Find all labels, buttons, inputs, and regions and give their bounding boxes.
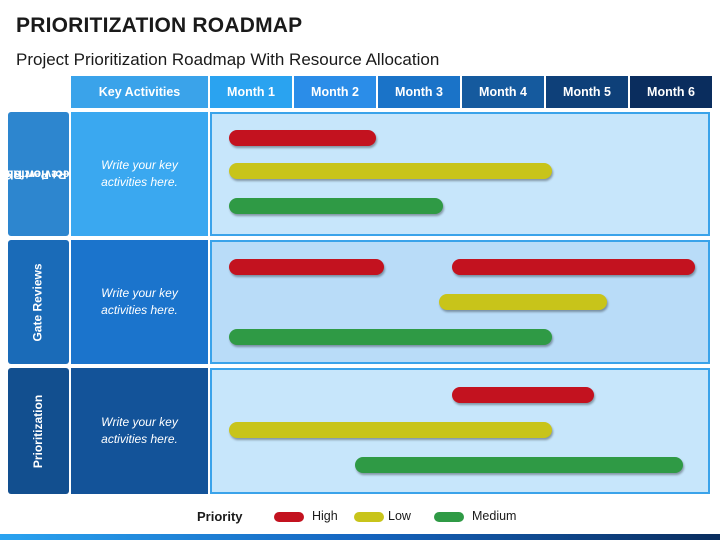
activity-text-line: activities here. [101,175,178,189]
bar-high [229,259,385,275]
month-header-6: Month 6 [630,76,712,108]
month-header-3: Month 3 [378,76,460,108]
legend-title: Priority [197,509,243,524]
timeline-area-3 [210,368,710,494]
bar-low [229,163,553,179]
bar-medium [355,457,683,473]
month-header-5: Month 5 [546,76,628,108]
activity-cell-1: Write your key activities here. [71,112,208,236]
activity-cell-3: Write your key activities here. [71,368,208,494]
key-activities-header-label: Key Activities [98,85,181,99]
month-header-4: Month 4 [462,76,544,108]
bar-low [439,294,607,310]
bar-low [229,422,553,438]
month-header-label: Month 1 [227,85,275,99]
legend-label-medium: Medium [472,509,517,523]
activity-text-line: Write your key [101,286,178,300]
bar-medium [229,329,553,345]
row-label-text: Gate Reviews [31,262,46,342]
bar-medium [229,198,444,214]
page-subtitle: Project Prioritization Roadmap With Reso… [16,50,440,69]
timeline-area-1 [210,112,710,236]
legend: Priority High Low Medium [0,507,720,527]
legend-swatch-medium [434,512,464,522]
bar-high [229,130,376,146]
month-header-label: Month 2 [311,85,359,99]
month-header-2: Month 2 [294,76,376,108]
month-header-label: Month 6 [647,85,695,99]
month-header-label: Month 5 [563,85,611,99]
row-label-prioritization: Prioritization [8,368,69,494]
activity-text-line: activities here. [101,432,178,446]
legend-swatch-high [274,512,304,522]
legend-label-low: Low [388,509,411,523]
row-label-review-rd: Review R&D Project Portfolio [0,112,93,236]
row-label-text: Review R&D Project Portfolio [0,127,93,220]
bottom-gradient-band [0,534,720,540]
timeline-area-2 [210,240,710,364]
row-label-text: Prioritization [31,394,45,468]
month-header-label: Month 3 [395,85,443,99]
bar-high [451,387,595,403]
key-activities-header: Key Activities [71,76,208,108]
activity-text-line: activities here. [101,303,178,317]
month-header-1: Month 1 [210,76,292,108]
activity-text-line: Write your key [101,415,178,429]
activity-cell-2: Write your key activities here. [71,240,208,364]
month-header-label: Month 4 [479,85,527,99]
activity-text-line: Write your key [101,158,178,172]
page-title: PRIORITIZATION ROADMAP [16,14,303,37]
bar-high [451,259,696,275]
legend-swatch-low [354,512,384,522]
legend-label-high: High [312,509,338,523]
row-label-gate-reviews: Gate Reviews [8,240,69,364]
